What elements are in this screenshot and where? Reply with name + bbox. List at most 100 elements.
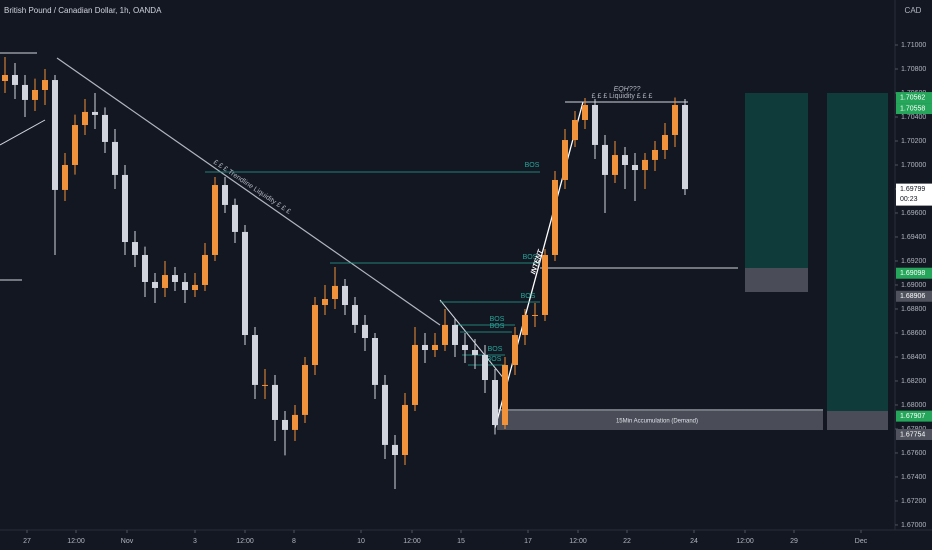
y-tick-label: 1.70800	[901, 66, 926, 73]
candle-body	[422, 344, 428, 351]
bos-label: BOS	[488, 346, 503, 353]
candle-body	[452, 324, 458, 345]
candle-body	[252, 335, 258, 385]
candle-body	[362, 324, 368, 339]
candle-body	[22, 84, 28, 100]
candle-body	[492, 380, 498, 426]
bos-label: BOS	[521, 293, 536, 300]
eqh-label: EQH???	[614, 86, 641, 93]
x-tick-label: 27	[23, 538, 31, 545]
x-tick-label: 12:00	[569, 538, 587, 545]
y-tick-label: 1.69400	[901, 234, 926, 241]
x-tick-label: 22	[623, 538, 631, 545]
candle-body	[322, 299, 328, 306]
candle-body	[592, 104, 598, 145]
candle-body	[392, 444, 398, 456]
candle-body	[462, 344, 468, 351]
candle-body	[2, 74, 8, 81]
candle-body	[202, 254, 208, 285]
x-tick-label: 24	[690, 538, 698, 545]
x-tick-label: 10	[357, 538, 365, 545]
candle-body	[442, 324, 448, 345]
candle-body	[242, 231, 248, 336]
x-tick-label: 12:00	[736, 538, 754, 545]
price-badge	[896, 410, 932, 422]
candle-body	[652, 149, 658, 160]
x-tick-label: Dec	[855, 538, 868, 545]
price-badge	[896, 428, 932, 440]
candle-body	[552, 179, 558, 255]
candle-body	[662, 134, 668, 150]
demand-label: 15Min Accumulation (Demand)	[616, 419, 698, 425]
liquidity-label: £ £ £ Liquidity £ £ £	[592, 93, 653, 100]
x-tick-label: 29	[790, 538, 798, 545]
price-badge-label: 1.69098	[900, 270, 925, 277]
x-tick-label: 15	[457, 538, 465, 545]
candle-body	[472, 350, 478, 355]
y-tick-label: 1.70200	[901, 138, 926, 145]
candle-body	[232, 204, 238, 232]
y-tick-label: 1.69000	[901, 282, 926, 289]
x-tick-label: 12:00	[236, 538, 254, 545]
candle-body	[182, 281, 188, 291]
candle-body	[282, 419, 288, 430]
candle-body	[312, 305, 318, 366]
y-tick-label: 1.68600	[901, 330, 926, 337]
candle-body	[302, 365, 308, 415]
candle-body	[212, 185, 218, 255]
candle-body	[292, 414, 298, 430]
bos-label: BOS	[525, 162, 540, 169]
target-zone	[745, 93, 808, 268]
trendline	[56, 57, 441, 326]
x-tick-label: Nov	[121, 538, 134, 545]
price-badge-label: 1.70562	[900, 94, 925, 101]
x-tick-label: 17	[524, 538, 532, 545]
candle-body	[622, 155, 628, 165]
x-tick-label: 12:00	[67, 538, 85, 545]
candle-body	[342, 285, 348, 306]
stop-zone	[745, 268, 808, 292]
candle-body	[482, 354, 488, 381]
x-tick-label: 3	[193, 538, 197, 545]
price-badge	[896, 290, 932, 302]
drawings	[0, 52, 888, 430]
y-tick-label: 1.67600	[901, 450, 926, 457]
trendline	[439, 299, 506, 381]
y-tick-label: 1.70400	[901, 114, 926, 121]
price-badge	[896, 267, 932, 279]
y-tick-label: 1.71000	[901, 42, 926, 49]
candle-body	[582, 104, 588, 120]
y-tick-label: 1.70000	[901, 162, 926, 169]
y-tick-label: 1.67200	[901, 498, 926, 505]
y-tick-label: 1.67000	[901, 522, 926, 529]
bos-label: BOS	[487, 356, 502, 363]
candle-body	[522, 314, 528, 336]
candle-body	[682, 104, 688, 190]
stop-zone	[827, 411, 888, 430]
y-tick-label: 1.68400	[901, 354, 926, 361]
candle-body	[412, 344, 418, 405]
candle-body	[402, 404, 408, 456]
candle-body	[122, 174, 128, 243]
candle-body	[162, 275, 168, 288]
candle-body	[672, 104, 678, 135]
candle-body	[562, 140, 568, 180]
candle-body	[502, 365, 508, 426]
candle-body	[352, 305, 358, 325]
bos-label: BOS	[490, 316, 505, 323]
candle-body	[272, 384, 278, 420]
price-badge-label: 1.68906	[900, 293, 925, 300]
candle-body	[512, 335, 518, 366]
chart-title: British Pound / Canadian Dollar, 1h, OAN…	[4, 6, 162, 15]
candle-body	[62, 164, 68, 190]
y-tick-label: 1.68000	[901, 402, 926, 409]
candle-body	[52, 80, 58, 190]
intent-line	[494, 101, 584, 429]
candle-body	[332, 285, 338, 300]
demand-zone	[497, 411, 823, 430]
x-tick-label: 8	[292, 538, 296, 545]
price-badge-label: 1.67907	[900, 413, 925, 420]
candle-body	[112, 141, 118, 175]
bos-label: BOS	[490, 323, 505, 330]
